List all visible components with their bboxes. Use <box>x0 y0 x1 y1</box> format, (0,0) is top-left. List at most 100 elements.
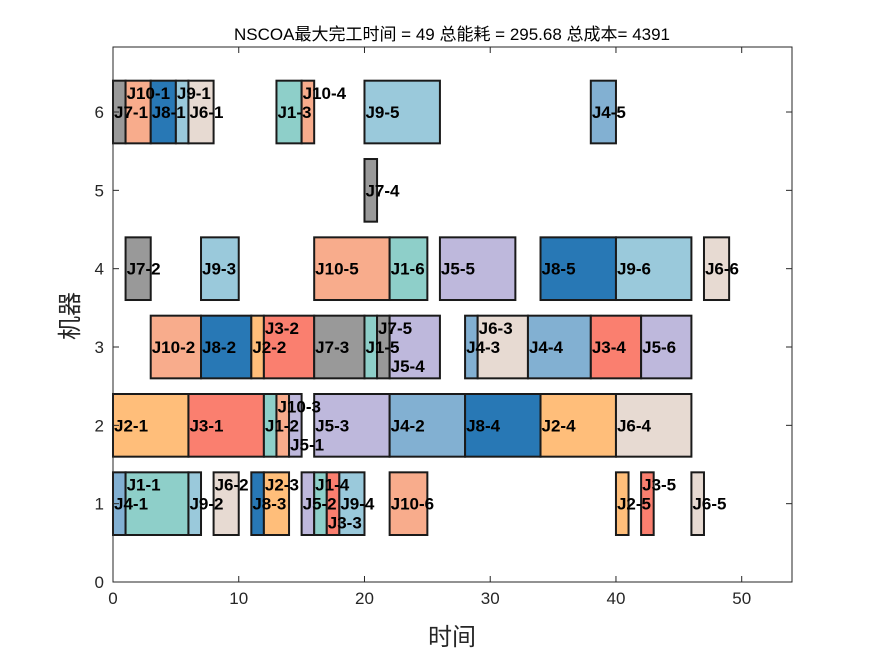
task-bar-J10-6 <box>388 471 429 537</box>
task-bar-J6-2 <box>212 471 240 537</box>
task-label: J7-1 <box>114 103 148 122</box>
y-axis: 0 1 2 3 4 5 6 <box>95 103 792 592</box>
task-label: J3-2 <box>265 319 299 338</box>
x-axis-label: 时间 <box>428 624 476 651</box>
x-tick-label: 0 <box>108 589 117 608</box>
x-axis: 0 10 20 30 40 50 <box>108 47 751 608</box>
task-bar-J2-3 <box>262 471 291 537</box>
task-label: J10-5 <box>315 260 358 279</box>
task-label: J4-4 <box>529 338 564 357</box>
task-label: J6-6 <box>705 260 739 279</box>
task-bar-J7-4 <box>363 158 379 223</box>
task-bar-J10-5 <box>313 236 391 302</box>
bars-layer <box>112 79 731 537</box>
task-bar-J9-2 <box>187 471 203 537</box>
task-label: J5-4 <box>391 357 426 376</box>
task-label: J2-3 <box>265 476 299 495</box>
y-tick-label: 5 <box>95 181 104 200</box>
task-label: J9-2 <box>189 495 223 514</box>
task-label: J2-5 <box>617 495 651 514</box>
task-label: J10-6 <box>391 495 434 514</box>
task-label: J4-5 <box>592 103 626 122</box>
task-label: J4-2 <box>391 416 425 435</box>
task-bar-J2-5 <box>614 471 630 537</box>
task-label: J9-3 <box>202 260 236 279</box>
task-bar-J8-2 <box>200 314 253 380</box>
x-tick-label: 40 <box>607 589 626 608</box>
task-bar-J9-5 <box>363 79 441 145</box>
task-bar-J5-6 <box>640 314 693 380</box>
task-label: J3-3 <box>328 514 362 533</box>
task-label: J9-5 <box>365 103 399 122</box>
task-label: J1-1 <box>127 476 161 495</box>
task-bar-J9-3 <box>200 236 240 302</box>
task-bar-J8-4 <box>464 393 542 458</box>
task-bar-J5-5 <box>438 236 517 302</box>
task-label: J2-2 <box>252 338 286 357</box>
task-bar-J10-2 <box>149 314 203 380</box>
task-bar-J4-4 <box>526 314 592 380</box>
task-bar-J8-1 <box>149 79 177 145</box>
task-label: J5-3 <box>315 416 349 435</box>
task-label: J5-2 <box>303 495 337 514</box>
task-bar-J6-6 <box>702 236 731 302</box>
task-bar-J6-5 <box>690 471 705 537</box>
task-label: J9-4 <box>340 495 375 514</box>
task-bar-J4-2 <box>388 393 467 458</box>
y-tick-label: 2 <box>95 416 104 435</box>
task-label: J5-6 <box>642 338 676 357</box>
task-label: J6-2 <box>215 476 249 495</box>
task-label: J10-4 <box>303 84 347 103</box>
x-tick-label: 50 <box>732 589 751 608</box>
task-label: J8-1 <box>152 103 186 122</box>
task-label: J8-3 <box>252 495 286 514</box>
task-label: J3-1 <box>189 416 223 435</box>
task-label: J10-3 <box>277 397 320 416</box>
task-bar-J7-2 <box>124 236 152 302</box>
task-label: J2-4 <box>542 416 577 435</box>
x-tick-label: 30 <box>481 589 500 608</box>
task-bar-J3-5 <box>640 471 655 537</box>
task-bar-J5-1 <box>288 393 303 458</box>
task-label: J7-5 <box>378 319 412 338</box>
task-label: J8-4 <box>466 416 501 435</box>
task-bar-J7-3 <box>313 314 366 380</box>
task-bar-J10-4 <box>300 79 316 145</box>
task-label: J6-5 <box>692 495 726 514</box>
task-bar-J2-4 <box>539 393 617 458</box>
task-bar-J4-5 <box>589 79 617 145</box>
task-label: J1-6 <box>391 260 425 279</box>
task-bar-J3-2 <box>262 314 316 380</box>
axes-box <box>112 46 793 583</box>
y-tick-label: 0 <box>95 573 104 592</box>
x-tick-label: 20 <box>355 589 374 608</box>
task-label: J6-4 <box>617 416 652 435</box>
y-axis-label: 机器 <box>57 292 84 340</box>
y-tick-label: 6 <box>95 103 104 122</box>
task-label: J2-1 <box>114 416 148 435</box>
task-bar-J1-1 <box>124 471 190 537</box>
task-label: J3-4 <box>592 338 627 357</box>
task-bar-J1-3 <box>275 79 303 145</box>
chart-title: NSCOA最大完工时间 = 49 总能耗 = 295.68 总成本= 4391 <box>234 25 670 44</box>
task-label: J6-1 <box>189 103 223 122</box>
task-bar-J5-4 <box>388 314 441 380</box>
task-label: J4-1 <box>114 495 148 514</box>
task-label: J1-5 <box>365 338 399 357</box>
task-bar-J6-4 <box>614 393 693 458</box>
task-label: J7-2 <box>127 260 161 279</box>
task-label: J4-3 <box>466 338 500 357</box>
task-label: J9-6 <box>617 260 651 279</box>
task-label: J7-4 <box>365 181 400 200</box>
task-label: J8-5 <box>542 260 576 279</box>
x-tick-label: 10 <box>229 589 248 608</box>
task-label: J10-2 <box>152 338 195 357</box>
task-bar-J6-1 <box>187 79 215 145</box>
task-label: J1-3 <box>277 103 311 122</box>
y-tick-label: 3 <box>95 338 104 357</box>
task-bar-J1-6 <box>388 236 429 302</box>
task-label: J9-1 <box>177 84 211 103</box>
y-tick-label: 1 <box>95 495 104 514</box>
task-label: J1-4 <box>315 476 350 495</box>
